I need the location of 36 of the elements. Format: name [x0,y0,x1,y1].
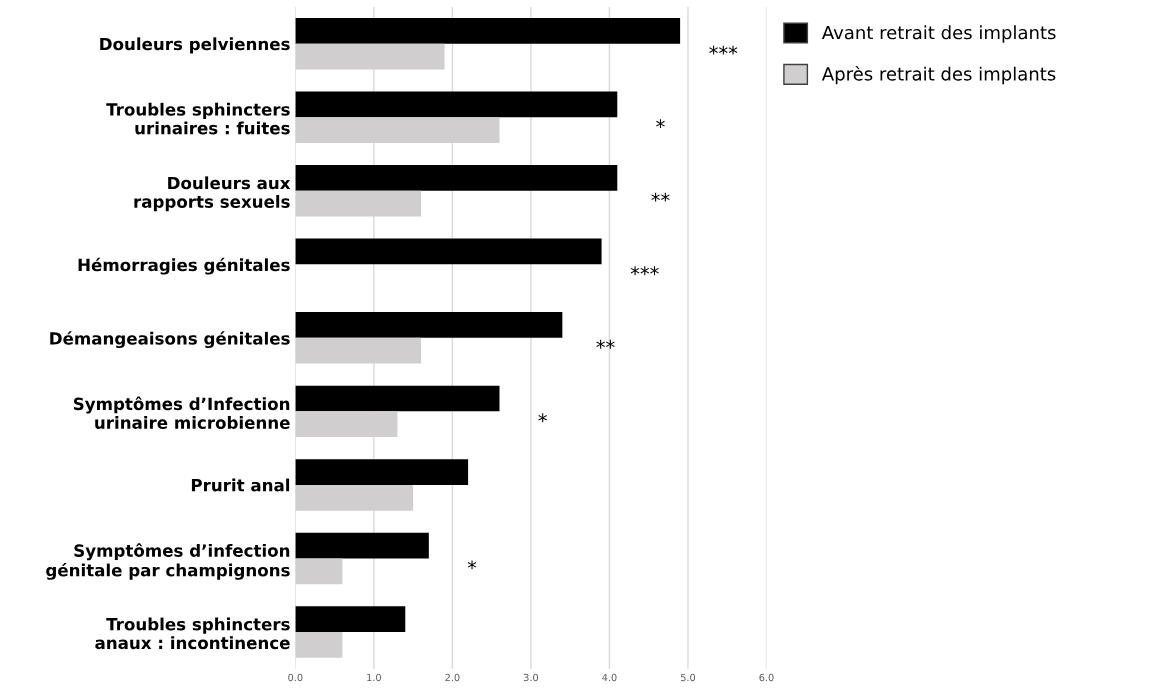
bar [295,532,429,559]
bar [295,606,406,632]
x-tick-label: 3.0 [523,673,538,682]
annotation: ** [651,192,670,202]
y-tick-label: Douleurs aux rapports sexuels [134,176,291,212]
y-tick-label: Troubles sphincters urinaires : fuites [106,102,290,135]
y-tick-label: Prurit anal [191,478,290,492]
y-tick-label: Symptômes d’Infection urinaire microbienne [73,396,290,429]
annotation: * [538,413,547,423]
x-tick-label: 2.0 [445,673,460,682]
bar [295,459,469,485]
y-tick-label: Troubles sphincters anaux : incontinence [95,617,290,650]
bar [295,631,343,658]
y-tick-label: Douleurs pelviennes [100,37,290,54]
x-tick-label: 0.0 [288,673,303,682]
legend-label: Avant retrait des implants [821,25,1056,43]
bar [295,312,563,338]
annotation: *** [630,266,659,276]
annotation: * [467,560,477,570]
bar [295,91,618,118]
x-tick-label: 6.0 [759,673,774,682]
y-tick-label: Hémorragies génitales [78,257,290,275]
legend-label: Après retrait des implants [821,65,1056,85]
annotation: ** [596,339,615,349]
annotation: * [656,119,665,129]
x-tick-label: 5.0 [680,673,696,682]
x-tick-label: 1.0 [367,673,381,682]
y-tick-label: Symptômes d’infection génitale par champignons [46,543,290,580]
x-tick-label: 4.0 [602,673,617,682]
bar [295,165,618,191]
y-tick-label: Démangeaisons génitales [50,331,290,349]
bar [295,558,343,585]
bar [295,238,602,265]
bar [295,385,500,412]
annotation: *** [709,45,738,55]
bar [295,17,681,44]
